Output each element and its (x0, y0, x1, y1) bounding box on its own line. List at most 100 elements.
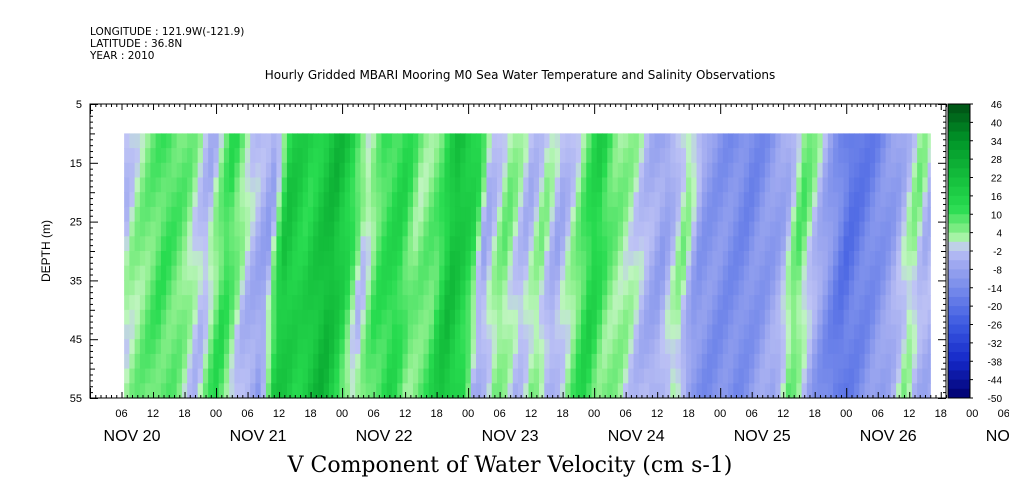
heatmap-cell (502, 383, 509, 399)
heatmap-cell (428, 309, 435, 326)
heatmap-cell (596, 383, 603, 399)
heatmap-cell (376, 251, 383, 267)
heatmap-cell (570, 162, 577, 179)
heatmap-cell (255, 309, 262, 326)
heatmap-cell (649, 339, 656, 355)
heatmap-cell (791, 265, 797, 281)
heatmap-cell (370, 309, 377, 326)
heatmap-cell (423, 221, 430, 237)
heatmap-cell (460, 162, 467, 179)
heatmap-cell (675, 221, 682, 237)
heatmap-cell (276, 206, 283, 223)
heatmap-cell (843, 148, 850, 164)
heatmap-cell (649, 177, 656, 193)
heatmap-cell (854, 368, 860, 384)
heatmap-cell (554, 148, 561, 164)
heatmap-cell (139, 162, 146, 179)
heatmap-cell (549, 339, 556, 355)
heatmap-cell (707, 192, 713, 208)
heatmap-cell (265, 221, 272, 237)
heatmap-cell (134, 353, 141, 370)
heatmap-cell (360, 353, 367, 370)
heatmap-cell (145, 148, 151, 164)
heatmap-cell (644, 324, 650, 340)
heatmap-cell (518, 324, 524, 340)
heatmap-cell (570, 265, 577, 281)
heatmap-cell (391, 324, 398, 340)
heatmap-cell (334, 353, 341, 370)
heatmap-cell (302, 339, 309, 355)
heatmap-cell (328, 162, 335, 179)
heatmap-cell (286, 309, 293, 326)
heatmap-cell (707, 280, 713, 296)
heatmap-cell (150, 383, 157, 399)
heatmap-cell (785, 206, 792, 223)
heatmap-cell (418, 162, 425, 179)
heatmap-cell (360, 280, 367, 296)
heatmap-cell (528, 177, 535, 193)
heatmap-cell (896, 324, 902, 340)
heatmap-cell (728, 177, 734, 193)
heatmap-cell (796, 251, 803, 267)
heatmap-cell (675, 236, 682, 252)
heatmap-cell (864, 295, 871, 311)
heatmap-cell (596, 309, 603, 326)
heatmap-cell (570, 148, 577, 164)
heatmap-cell (208, 177, 215, 193)
heatmap-cell (176, 177, 183, 193)
heatmap-cell (155, 280, 162, 296)
heatmap-cell (791, 206, 797, 223)
heatmap-cell (250, 177, 257, 193)
heatmap-cell (544, 353, 551, 370)
heatmap-cell (334, 295, 341, 311)
heatmap-cell (486, 236, 493, 252)
heatmap-cell (307, 383, 314, 399)
heatmap-cell (885, 177, 892, 193)
x-day-label: NOV 27 (986, 428, 1009, 445)
heatmap-cell (707, 309, 713, 326)
heatmap-cell (801, 368, 808, 384)
heatmap-cell (139, 206, 146, 223)
heatmap-cell (838, 133, 845, 149)
heatmap-cell (780, 148, 787, 164)
heatmap-cell (623, 133, 629, 149)
heatmap-cell (376, 339, 383, 355)
heatmap-cell (433, 162, 440, 179)
heatmap-cell (512, 265, 519, 281)
heatmap-cell (554, 221, 561, 237)
heatmap-cell (176, 265, 183, 281)
heatmap-cell (428, 162, 435, 179)
heatmap-cell (549, 206, 556, 223)
x-hour-tick-label: 12 (399, 408, 411, 420)
heatmap-cell (518, 177, 524, 193)
heatmap-cell (139, 251, 146, 267)
heatmap-cell (523, 339, 530, 355)
heatmap-cell (591, 339, 598, 355)
heatmap-cell (812, 295, 818, 311)
heatmap-cell (355, 251, 362, 267)
heatmap-cell (812, 309, 818, 326)
heatmap-cell (759, 192, 766, 208)
heatmap-cell (791, 339, 797, 355)
heatmap-cell (250, 280, 257, 296)
heatmap-cell (806, 206, 813, 223)
heatmap-cell (717, 309, 724, 326)
heatmap-cell (796, 236, 803, 252)
heatmap-cell (770, 353, 776, 370)
heatmap-cell (286, 280, 293, 296)
heatmap-cell (218, 236, 225, 252)
heatmap-cell (271, 368, 278, 384)
heatmap-cell (171, 162, 178, 179)
heatmap-cell (623, 236, 629, 252)
heatmap-cell (749, 133, 755, 149)
heatmap-cell (475, 177, 482, 193)
heatmap-cell (365, 265, 372, 281)
heatmap-cell (454, 251, 461, 267)
heatmap-cell (806, 383, 813, 399)
heatmap-cell (722, 162, 729, 179)
heatmap-cell (654, 251, 661, 267)
heatmap-cell (208, 162, 215, 179)
heatmap-cell (386, 383, 393, 399)
heatmap-cell (307, 309, 314, 326)
heatmap-cell (533, 280, 540, 296)
